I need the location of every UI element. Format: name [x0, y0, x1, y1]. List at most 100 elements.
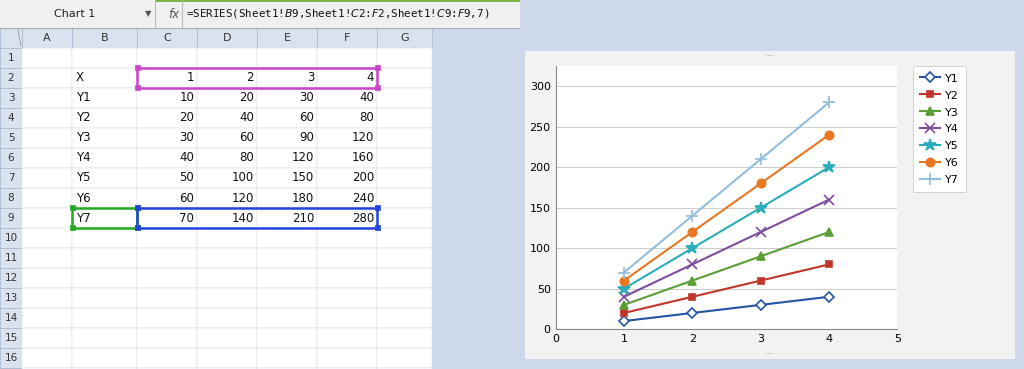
Bar: [0, 108, 22, 128]
Bar: [317, 348, 377, 368]
Bar: [72, 288, 137, 308]
Text: 2: 2: [8, 73, 14, 83]
Bar: [377, 288, 432, 308]
Bar: [72, 328, 137, 348]
Bar: [72, 208, 137, 228]
Text: E: E: [284, 33, 291, 43]
Text: Y4: Y4: [76, 152, 91, 165]
Bar: [197, 228, 257, 248]
Bar: [72, 228, 137, 248]
Bar: [0, 68, 22, 88]
Bar: [197, 328, 257, 348]
Y6: [755, 181, 767, 186]
Bar: [257, 28, 317, 48]
Bar: [317, 308, 377, 328]
Y4: [686, 262, 698, 267]
Bar: [375, 206, 380, 210]
Bar: [0, 28, 22, 48]
Text: 180: 180: [292, 192, 314, 204]
Bar: [137, 228, 197, 248]
Bar: [317, 248, 377, 268]
Text: 60: 60: [299, 111, 314, 124]
Bar: [72, 148, 137, 168]
Bar: [197, 288, 257, 308]
Bar: [137, 188, 197, 208]
Y6: [617, 278, 630, 283]
Bar: [72, 308, 137, 328]
Y5: [823, 165, 836, 169]
Text: 20: 20: [240, 92, 254, 104]
Bar: [134, 225, 139, 231]
Y2: [755, 278, 767, 283]
Y7: [823, 100, 836, 105]
Text: C: C: [163, 33, 171, 43]
Bar: [257, 248, 317, 268]
Text: 14: 14: [4, 313, 17, 323]
Bar: [257, 288, 317, 308]
Y1: [823, 294, 836, 299]
Bar: [317, 168, 377, 188]
Bar: [137, 208, 197, 228]
Bar: [317, 28, 377, 48]
Bar: [22, 48, 72, 68]
Bar: [22, 248, 72, 268]
Bar: [0, 228, 22, 248]
FancyBboxPatch shape: [522, 50, 1018, 360]
Legend: Y1, Y2, Y3, Y4, Y5, Y6, Y7: Y1, Y2, Y3, Y4, Y5, Y6, Y7: [913, 66, 966, 192]
Y3: [823, 230, 836, 234]
Bar: [22, 268, 72, 288]
Y1: [617, 319, 630, 323]
Y7: [686, 214, 698, 218]
Bar: [317, 108, 377, 128]
Bar: [257, 328, 317, 348]
Bar: [257, 48, 317, 68]
Bar: [317, 148, 377, 168]
Bar: [134, 206, 139, 210]
Bar: [377, 268, 432, 288]
Text: 6: 6: [8, 153, 14, 163]
Bar: [375, 66, 380, 70]
Text: 7: 7: [8, 173, 14, 183]
Bar: [317, 208, 377, 228]
Text: 2: 2: [247, 72, 254, 85]
Bar: [257, 368, 317, 369]
Bar: [377, 148, 432, 168]
Text: 11: 11: [4, 253, 17, 263]
Text: 20: 20: [179, 111, 195, 124]
Bar: [0, 48, 22, 68]
Bar: [197, 108, 257, 128]
Bar: [197, 128, 257, 148]
Text: 1: 1: [8, 53, 14, 63]
Bar: [377, 188, 432, 208]
Bar: [197, 48, 257, 68]
Bar: [197, 148, 257, 168]
Y5: [617, 286, 630, 291]
Bar: [257, 88, 317, 108]
Y3: [617, 303, 630, 307]
Text: A: A: [43, 33, 51, 43]
Line: Y7: Y7: [618, 97, 835, 278]
Text: 4: 4: [367, 72, 374, 85]
Text: 50: 50: [179, 172, 195, 184]
Bar: [22, 348, 72, 368]
Bar: [72, 48, 137, 68]
Line: Y6: Y6: [620, 131, 834, 285]
Bar: [137, 28, 197, 48]
Text: 10: 10: [179, 92, 195, 104]
Text: 40: 40: [359, 92, 374, 104]
Text: F: F: [344, 33, 350, 43]
Text: 80: 80: [240, 152, 254, 165]
Text: 150: 150: [292, 172, 314, 184]
Bar: [22, 68, 72, 88]
Bar: [0, 348, 22, 368]
Bar: [197, 68, 257, 88]
Text: Y6: Y6: [76, 192, 91, 204]
Bar: [317, 68, 377, 88]
Text: =SERIES(Sheet1!$B$9,Sheet1!$C$2:$F$2,Sheet1!$C$9:$F$9,7): =SERIES(Sheet1!$B$9,Sheet1!$C$2:$F$2,She…: [186, 7, 489, 21]
Bar: [197, 268, 257, 288]
Bar: [377, 228, 432, 248]
Bar: [0, 168, 22, 188]
Bar: [72, 128, 137, 148]
Bar: [375, 86, 380, 90]
Bar: [317, 288, 377, 308]
